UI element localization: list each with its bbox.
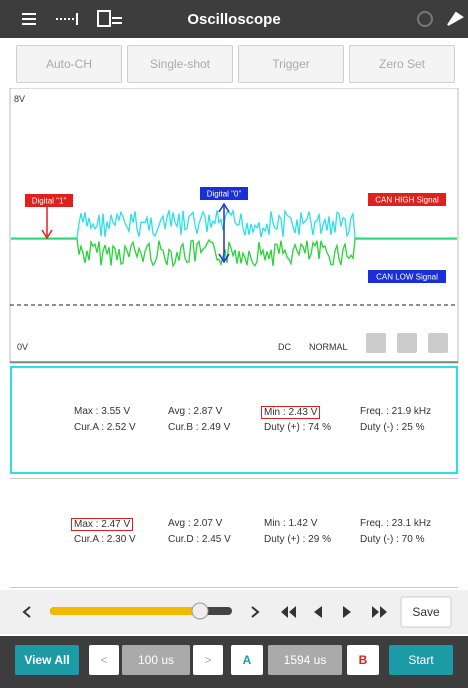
measurement-value: Avg : 2.87 V	[168, 406, 223, 417]
zero-set-button[interactable]: Zero Set	[349, 45, 455, 83]
cursor-b-button[interactable]: B	[347, 645, 379, 675]
measurement-value: Max : 3.55 V	[74, 406, 131, 417]
can-high-wave	[11, 208, 457, 239]
scope-display: Digital "1" Digital "0" CAN HIGH Signal …	[9, 88, 459, 364]
title: Oscilloscope	[187, 11, 281, 28]
save-button[interactable]	[400, 596, 452, 628]
top-bar: Oscilloscope	[0, 0, 468, 38]
can-high-label: CAN HIGH Signal	[375, 196, 439, 205]
rewind-button[interactable]	[281, 606, 296, 618]
measurement-value: Cur.D : 2.45 V	[168, 534, 231, 545]
scope-frame	[9, 88, 459, 364]
can-low-wave	[11, 238, 457, 268]
measurement-value: Duty (-) : 25 %	[360, 422, 425, 433]
measurement-panel-b[interactable]	[10, 478, 458, 588]
bottom-voltage-label: 0V	[17, 342, 28, 352]
view-all-button[interactable]: View All	[15, 645, 79, 675]
save-label: Save	[412, 605, 440, 619]
single-shot-button[interactable]: Single-shot	[127, 45, 233, 83]
controls: Save	[22, 596, 452, 628]
measurement-value: Avg : 2.07 V	[168, 518, 223, 529]
start-button[interactable]: Start	[389, 645, 453, 675]
scope-icon-button[interactable]	[428, 333, 448, 353]
time-decrease-button[interactable]: <	[89, 645, 119, 675]
trigger-button[interactable]: Trigger	[238, 45, 344, 83]
cursor-a-button[interactable]: A	[231, 645, 263, 675]
next-button[interactable]	[251, 606, 260, 618]
measurement-panel-a[interactable]	[10, 366, 458, 474]
auto-ch-button[interactable]: Auto-CH	[16, 45, 122, 83]
measurement-value: Cur.B : 2.49 V	[168, 422, 231, 433]
time-div-display: 100 us	[122, 645, 190, 675]
scope-icon-button[interactable]	[397, 333, 417, 353]
mode-label: NORMAL	[309, 342, 348, 352]
back-button[interactable]	[314, 606, 322, 618]
measurement-value: Freq. : 23.1 kHz	[360, 518, 432, 529]
control-row: Save	[0, 590, 468, 634]
blue-arrow	[218, 202, 230, 264]
measurement-value: Cur.A : 2.52 V	[74, 422, 136, 433]
measurement-value: Freq. : 21.9 kHz	[360, 406, 432, 417]
red-arrow	[41, 206, 53, 240]
measurement-value: Duty (+) : 29 %	[264, 534, 331, 545]
scope-icon-button[interactable]	[366, 333, 386, 353]
measurement-value: Min : 2.43 V	[261, 406, 321, 419]
time-increase-button[interactable]: >	[193, 645, 223, 675]
top-icons	[22, 10, 464, 27]
measurement-value: Duty (-) : 70 %	[360, 534, 425, 545]
top-voltage-label: 8V	[14, 94, 25, 104]
prev-button[interactable]	[22, 606, 31, 618]
cursor-position: 1594 us	[268, 645, 342, 675]
measurement-value: Cur.A : 2.30 V	[74, 534, 136, 545]
measurement-value: Min : 1.42 V	[264, 518, 318, 529]
slider[interactable]	[50, 607, 200, 615]
digital-one-label: Digital "1"	[32, 197, 67, 206]
coupling-label: DC	[278, 342, 291, 352]
digital-zero-label: Digital "0"	[207, 190, 242, 199]
play-button[interactable]	[343, 606, 351, 618]
can-low-label: CAN LOW Signal	[376, 273, 438, 282]
measurement-value: Max : 2.47 V	[71, 518, 134, 531]
forward-button[interactable]	[372, 606, 387, 618]
measurement-value: Duty (+) : 74 %	[264, 422, 331, 433]
